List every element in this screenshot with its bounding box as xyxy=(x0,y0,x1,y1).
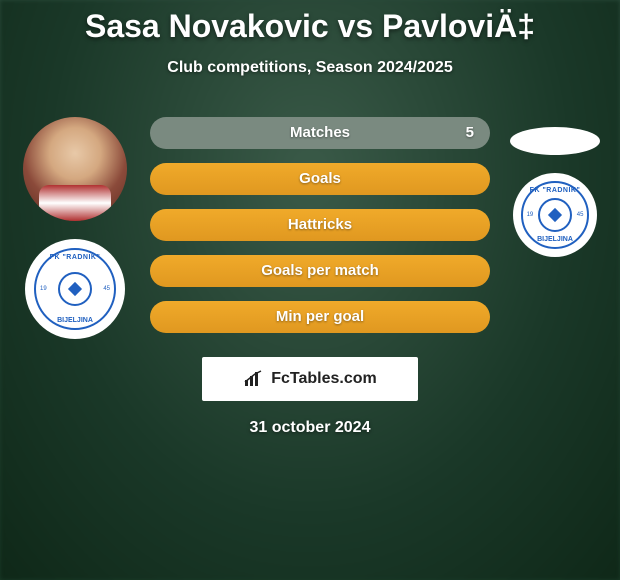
page-title: Sasa Novakovic vs PavloviÄ‡ xyxy=(0,8,620,45)
club-badge-bottom-text: BIJELJINA xyxy=(36,317,114,324)
club-badge-year-right: 45 xyxy=(577,212,584,218)
player1-avatar xyxy=(23,117,127,221)
club-badge-year-left: 19 xyxy=(527,212,534,218)
club-badge-top-text: FK "RADNIK" xyxy=(36,254,114,261)
player2-club-badge: FK "RADNIK" 19 45 BIJELJINA xyxy=(513,173,597,257)
stat-label: Min per goal xyxy=(276,308,364,325)
date-label: 31 october 2024 xyxy=(0,419,620,437)
player2-avatar-placeholder xyxy=(510,127,600,155)
club-badge-top-text: FK "RADNIK" xyxy=(523,187,588,194)
stat-value: 5 xyxy=(466,117,474,149)
player1-club-badge: FK "RADNIK" 19 45 BIJELJINA xyxy=(25,239,125,339)
chart-icon xyxy=(243,370,265,388)
stat-label: Hattricks xyxy=(288,216,352,233)
football-icon xyxy=(538,198,572,232)
stat-bar-hattricks: Hattricks xyxy=(150,209,490,241)
brand-text: FcTables.com xyxy=(271,370,377,388)
stat-bar-goals-per-match: Goals per match xyxy=(150,255,490,287)
stat-bar-min-per-goal: Min per goal xyxy=(150,301,490,333)
subtitle: Club competitions, Season 2024/2025 xyxy=(0,59,620,77)
club-badge-year-right: 45 xyxy=(103,286,110,292)
club-badge-year-left: 19 xyxy=(40,286,47,292)
brand-badge: FcTables.com xyxy=(202,357,418,401)
stat-bars: Matches 5 Goals Hattricks Goals per matc… xyxy=(150,117,490,333)
player2-column: FK "RADNIK" 19 45 BIJELJINA xyxy=(510,117,600,257)
football-icon xyxy=(58,272,92,306)
stat-label: Goals per match xyxy=(261,262,379,279)
stat-bar-matches: Matches 5 xyxy=(150,117,490,149)
stat-bar-goals: Goals xyxy=(150,163,490,195)
stat-label: Matches xyxy=(290,124,350,141)
stat-label: Goals xyxy=(299,170,341,187)
comparison-row: FK "RADNIK" 19 45 BIJELJINA Matches 5 Go… xyxy=(0,117,620,339)
club-badge-bottom-text: BIJELJINA xyxy=(523,236,588,243)
player1-column: FK "RADNIK" 19 45 BIJELJINA xyxy=(20,117,130,339)
